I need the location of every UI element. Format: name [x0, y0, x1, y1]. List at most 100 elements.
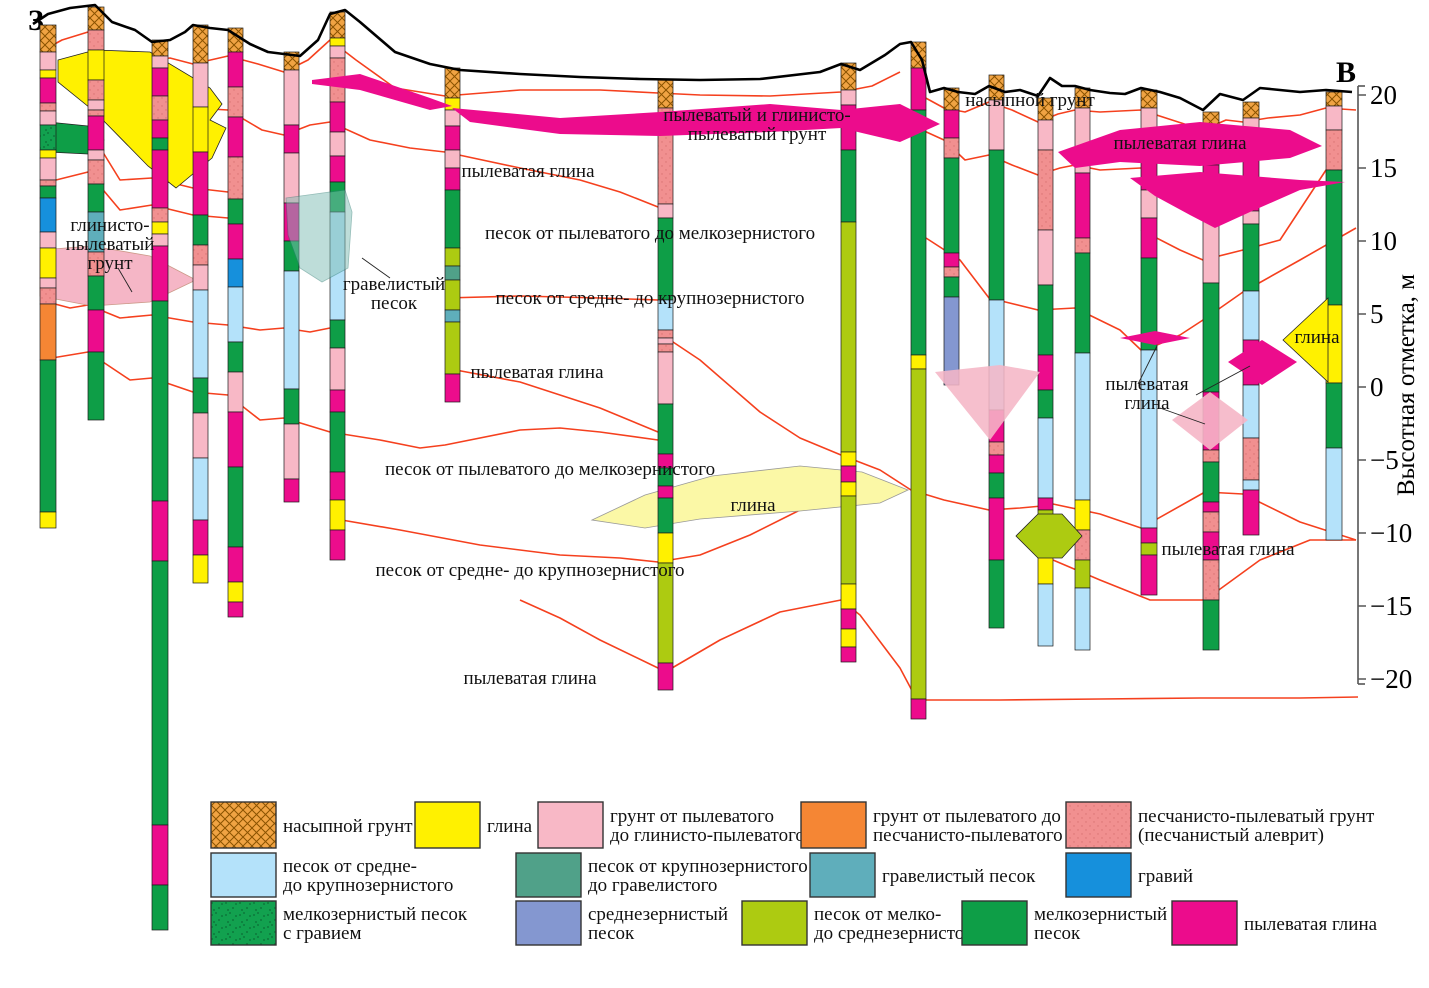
correlation-line [840, 454, 1054, 511]
stratum-lb [1242, 384, 1260, 439]
stratum-m [87, 183, 105, 213]
lens-thin-magenta-lens [1120, 331, 1190, 345]
stratum-gr [227, 258, 244, 288]
correlation-line [921, 95, 1357, 131]
stratum-or [39, 303, 57, 361]
section-label: глина [730, 495, 776, 516]
axis-tick-label: −15 [1370, 591, 1412, 621]
stratum-m [227, 198, 244, 225]
stratum-pg [151, 824, 169, 886]
stratum-gl [910, 354, 927, 370]
borehole-13 [988, 74, 1005, 629]
stratum-pg [1140, 527, 1158, 544]
stratum-sa [87, 109, 105, 117]
stratum-pg [657, 662, 674, 691]
stratum-pk [283, 152, 300, 204]
borehole-10 [840, 62, 857, 663]
stratum-m [227, 466, 244, 548]
stratum-m [329, 411, 346, 473]
stratum-gl [192, 106, 209, 153]
lens-silty-clay-band-left [312, 74, 452, 110]
stratum-pg [910, 698, 927, 720]
stratum-m [988, 149, 1005, 301]
stratum-pg [329, 101, 346, 133]
legend-swatch-gr [1065, 852, 1132, 898]
stratum-gl [87, 49, 105, 81]
stratum-ns [39, 24, 57, 53]
label-leader-line [117, 267, 133, 293]
stratum-lb [1037, 583, 1054, 647]
stratum-pk [1037, 119, 1054, 151]
stratum-pg [1037, 497, 1054, 511]
stratum-sa [39, 179, 57, 187]
stratum-m [1325, 382, 1343, 449]
stratum-ns [657, 79, 674, 109]
stratum-pg [227, 411, 244, 468]
stratum-m [87, 275, 105, 311]
stratum-m [910, 109, 927, 356]
stratum-pg [151, 500, 169, 562]
legend-swatch-ms [741, 900, 808, 946]
stratum-m [840, 149, 857, 223]
stratum-m [39, 359, 57, 513]
stratum-lb [1325, 447, 1343, 541]
stratum-gl [657, 532, 674, 564]
stratum-pg [988, 497, 1005, 561]
stratum-gl [329, 499, 346, 531]
stratum-tg [444, 265, 461, 281]
lens-silty-clay-band-right-lower [1130, 172, 1345, 228]
stratum-pk [1325, 105, 1343, 131]
legend-swatch-sz [515, 900, 582, 946]
section-label: песок от средне- до крупнозернистого [375, 560, 684, 581]
legend-swatch-gp [809, 852, 876, 898]
stratum-pk [283, 69, 300, 126]
stratum-pg [444, 373, 461, 403]
terrain-line [32, 3, 1353, 112]
section-label: пылеватая глина [470, 362, 604, 383]
stratum-sa [151, 207, 169, 223]
borehole-1 [39, 24, 57, 529]
stratum-pg [943, 252, 960, 268]
lens-silty-clay-band-right-upper [1058, 122, 1322, 168]
legend: насыпной грунт глина грунт от пылеватого до… [210, 801, 1378, 946]
stratum-m [151, 560, 169, 826]
axis-tick-label: −5 [1370, 445, 1399, 475]
borehole-8 [444, 67, 461, 403]
correlation-line [329, 491, 842, 563]
stratum-gl [227, 581, 244, 603]
stratum-sa [1202, 449, 1220, 463]
stratum-m [444, 189, 461, 249]
stratum-pg [1037, 354, 1054, 391]
stratum-pk [329, 131, 346, 157]
stratum-sa [227, 156, 244, 200]
legend-label: песок от мелко-до среднезернистого [814, 904, 981, 944]
stratum-m [39, 185, 57, 199]
borehole-7 [329, 11, 346, 561]
label-leader-line [1137, 345, 1158, 385]
stratum-m [151, 884, 169, 931]
legend-swatch-lb [210, 852, 277, 898]
legend-label: пылеватая глина [1244, 914, 1378, 935]
stratum-pk [87, 99, 105, 111]
label-leader-line [1159, 407, 1206, 425]
stratum-pg [227, 223, 244, 260]
stratum-gl [192, 554, 209, 584]
lens-pink-diamond-lens [1172, 392, 1248, 450]
correlation-line [444, 295, 659, 301]
stratum-lb [1074, 587, 1091, 651]
stratum-ns [1140, 89, 1158, 109]
stratum-lb [1037, 417, 1054, 499]
stratum-lb [192, 457, 209, 521]
borehole-19 [1325, 91, 1343, 541]
stratum-pg [283, 124, 300, 154]
stratum-sa [943, 137, 960, 159]
stratum-ns [1325, 91, 1343, 107]
stratum-sa [1202, 559, 1220, 601]
stratum-m [1037, 389, 1054, 419]
stratum-ns [192, 24, 209, 64]
legend-item: глина [414, 801, 533, 849]
stratum-m [657, 403, 674, 455]
legend-swatch-pk [537, 801, 604, 849]
stratum-sa [1325, 129, 1343, 171]
stratum-pk [151, 233, 169, 247]
